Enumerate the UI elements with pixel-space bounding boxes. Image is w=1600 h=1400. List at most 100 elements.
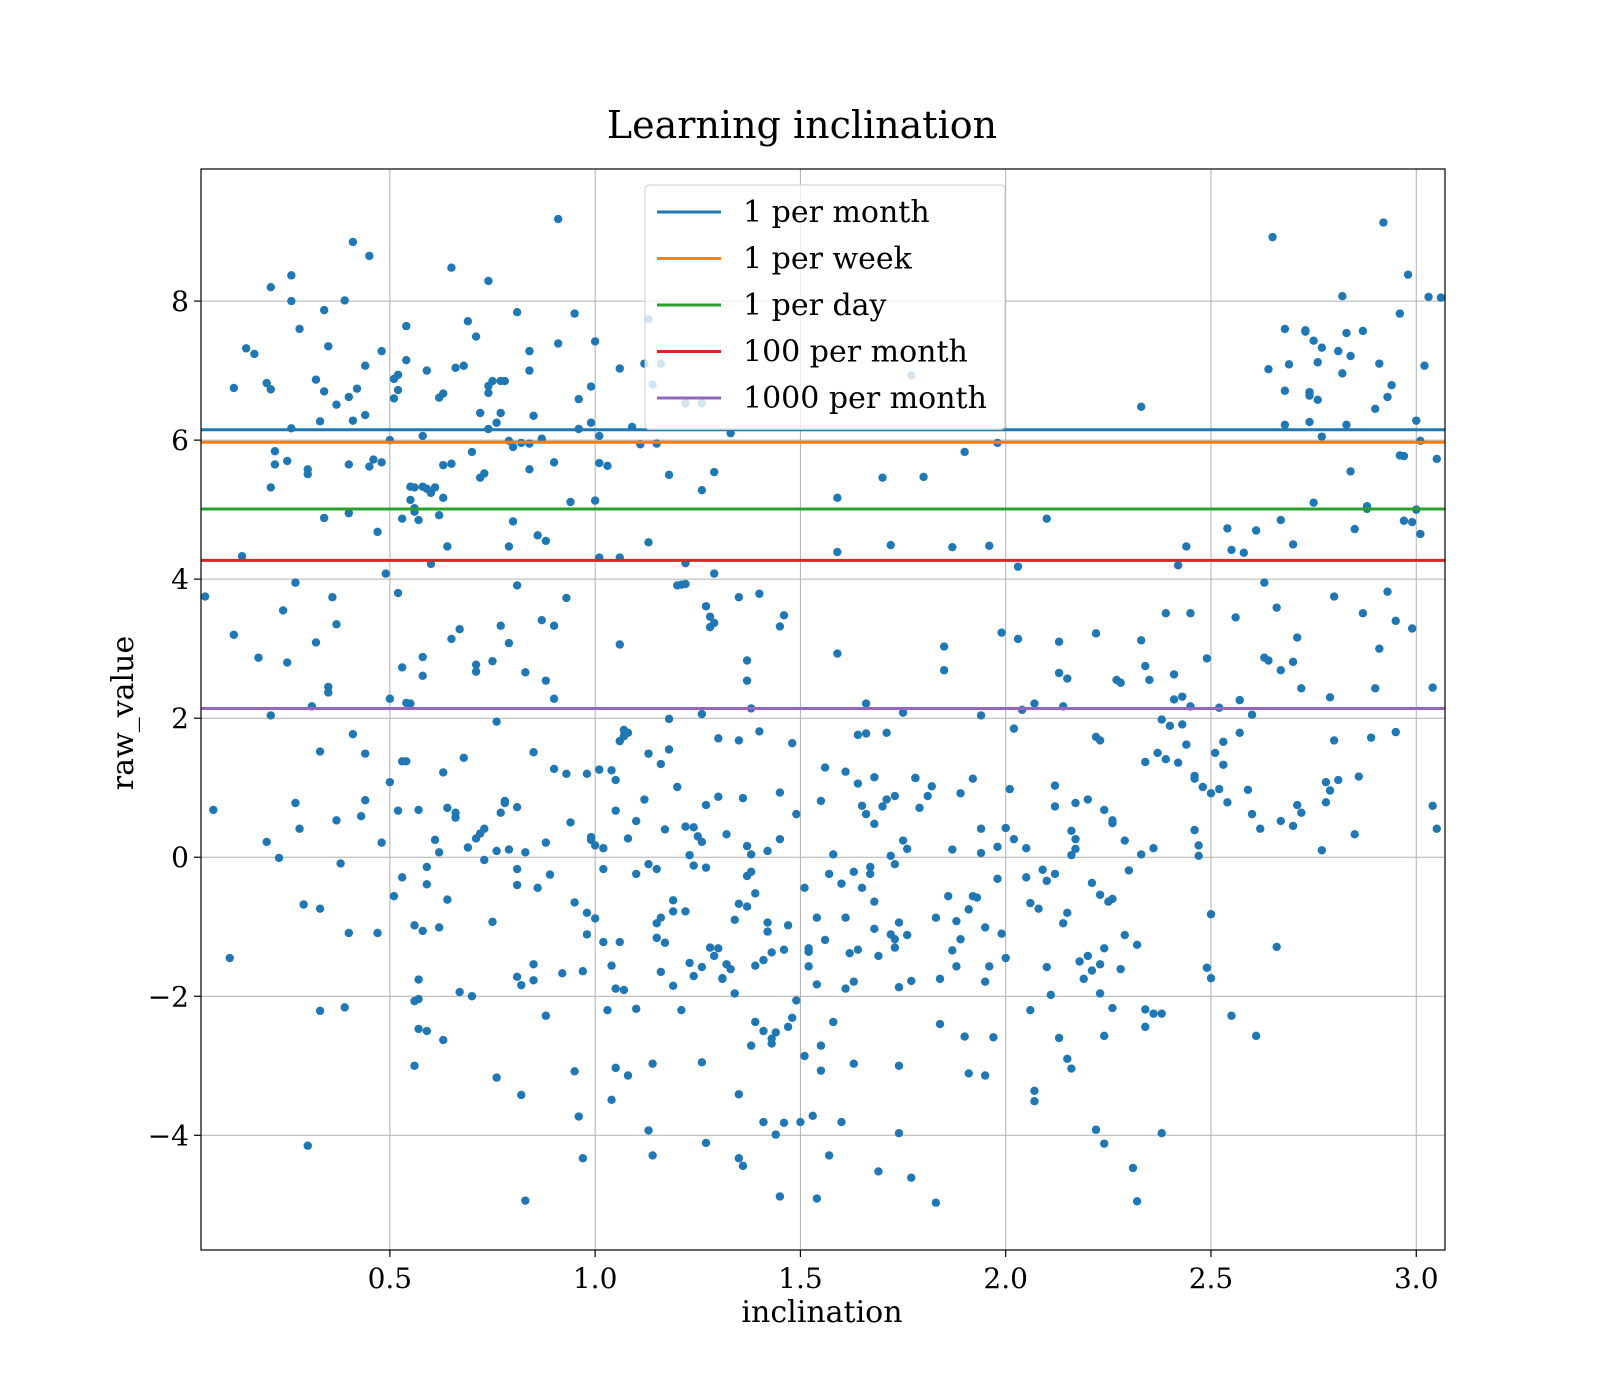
- scatter-point: [1391, 616, 1400, 626]
- scatter-point: [685, 850, 694, 860]
- reference-lines: [201, 428, 1445, 710]
- scatter-point: [1095, 736, 1105, 745]
- scatter-point: [734, 899, 744, 909]
- scatter-point: [1276, 816, 1285, 826]
- scatter-point: [311, 375, 321, 384]
- y-axis-label: raw_value: [106, 636, 141, 790]
- scatter-point: [492, 418, 501, 427]
- scatter-point: [402, 355, 411, 365]
- scatter-point: [980, 977, 990, 986]
- scatter-point: [418, 431, 427, 441]
- scatter-point: [1034, 904, 1043, 913]
- scatter-point: [1083, 951, 1093, 961]
- scatter-point: [254, 653, 263, 662]
- chart-title: Learning inclination: [607, 103, 997, 147]
- scatter-point: [1243, 785, 1253, 794]
- scatter-point: [734, 1090, 744, 1099]
- scatter-point: [1050, 802, 1060, 811]
- scatter-point: [1108, 816, 1117, 825]
- scatter-point: [500, 376, 510, 386]
- scatter-point: [751, 1017, 760, 1027]
- scatter-point: [1325, 786, 1335, 795]
- scatter-point: [496, 621, 505, 630]
- scatter-point: [697, 837, 707, 847]
- scatter-point: [1325, 693, 1335, 702]
- scatter-point: [500, 796, 510, 806]
- scatter-point: [574, 1112, 583, 1121]
- scatter-point: [541, 536, 551, 546]
- scatter-point: [590, 914, 600, 923]
- scatter-point: [377, 838, 386, 847]
- scatter-point: [496, 808, 505, 817]
- scatter-point: [1375, 359, 1384, 368]
- scatter-point: [385, 694, 395, 703]
- scatter-point: [397, 873, 407, 882]
- scatter-point: [742, 676, 752, 685]
- scatter-point: [742, 841, 752, 851]
- scatter-point: [1432, 454, 1441, 464]
- scatter-point: [660, 938, 670, 947]
- scatter-point: [1075, 957, 1084, 966]
- scatter-point: [668, 907, 678, 916]
- scatter-point: [710, 951, 719, 961]
- scatter-point: [1026, 898, 1035, 908]
- scatter-point: [200, 592, 210, 601]
- scatter-point: [1334, 346, 1343, 356]
- scatter-point: [890, 791, 900, 801]
- scatter-point: [344, 508, 354, 518]
- scatter-point: [1095, 890, 1105, 899]
- scatter-point: [1247, 809, 1257, 819]
- scatter-point: [529, 748, 538, 757]
- scatter-point: [443, 895, 452, 904]
- scatter-point: [1256, 824, 1265, 833]
- x-tick-label: 1.5: [778, 1262, 823, 1295]
- scatter-point: [1321, 777, 1331, 787]
- scatter-point: [878, 802, 887, 811]
- scatter-point: [631, 869, 641, 879]
- scatter-point: [517, 1090, 526, 1100]
- legend-label: 1 per month: [743, 195, 930, 230]
- scatter-point: [697, 485, 707, 495]
- scatter-point: [1268, 232, 1277, 242]
- scatter-point: [779, 611, 789, 620]
- scatter-point: [484, 388, 493, 398]
- scatter-point: [599, 864, 608, 874]
- scatter-point: [890, 859, 900, 869]
- scatter-point: [1194, 851, 1203, 861]
- scatter-point: [1354, 772, 1363, 781]
- scatter-point: [1436, 293, 1446, 302]
- scatter-point: [1346, 467, 1355, 476]
- scatter-point: [512, 802, 522, 812]
- scatter-point: [1030, 1086, 1039, 1096]
- scatter-point: [365, 251, 374, 261]
- scatter-point: [775, 1192, 785, 1201]
- scatter-point: [833, 493, 842, 503]
- scatter-point: [508, 442, 518, 452]
- scatter-point: [1338, 369, 1347, 378]
- scatter-point: [796, 1117, 805, 1127]
- scatter-point: [414, 1024, 423, 1034]
- scatter-point: [348, 416, 358, 425]
- scatter-point: [993, 874, 1002, 883]
- scatter-point: [1371, 684, 1380, 693]
- scatter-point: [763, 927, 772, 936]
- scatter-point: [907, 976, 916, 986]
- scatter-point: [985, 541, 994, 550]
- scatter-point: [475, 408, 485, 418]
- scatter-point: [459, 361, 468, 370]
- scatter-point: [541, 838, 551, 847]
- scatter-point: [1387, 381, 1396, 390]
- scatter-point: [586, 418, 596, 427]
- y-axis-ticks: −4 −2 0 2 4 6 8: [148, 285, 201, 1152]
- scatter-point: [1317, 343, 1327, 352]
- scatter-point: [422, 862, 432, 872]
- scatter-point: [1227, 1011, 1236, 1020]
- scatter-point: [1153, 748, 1162, 758]
- scatter-point: [533, 883, 542, 893]
- scatter-point: [980, 923, 990, 932]
- scatter-point: [1141, 1022, 1150, 1032]
- scatter-point: [1239, 548, 1249, 557]
- scatter-point: [1288, 821, 1298, 831]
- scatter-point: [406, 699, 415, 708]
- scatter-point: [1219, 737, 1228, 747]
